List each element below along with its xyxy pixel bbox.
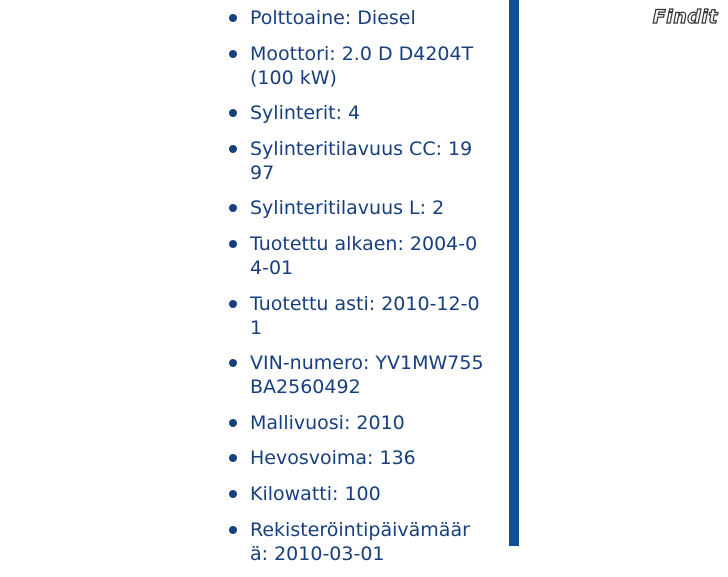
spec-item: Sylinteritilavuus CC: 1997 xyxy=(222,137,484,185)
spec-item: VIN-numero: YV1MW755BA2560492 xyxy=(222,351,484,399)
spec-item: Moottori: 2.0 D D4204T (100 kW) xyxy=(222,42,484,90)
spec-item: Sylinteritilavuus L: 2 xyxy=(222,196,484,220)
spec-item: Kilowatti: 100 xyxy=(222,482,484,506)
divider-bar xyxy=(509,0,519,546)
spec-item: Mallivuosi: 2010 xyxy=(222,411,484,435)
spec-item: Rekisteröintipäivämäärä: 2010-03-01 xyxy=(222,518,484,566)
spec-item: Hevosvoima: 136 xyxy=(222,446,484,470)
spec-item: Sylinterit: 4 xyxy=(222,101,484,125)
spec-item: Tuotettu alkaen: 2004-04-01 xyxy=(222,232,484,280)
spec-item: Polttoaine: Diesel xyxy=(222,6,484,30)
page: Polttoaine: Diesel Moottori: 2.0 D D4204T… xyxy=(229,0,719,565)
logo[interactable]: Findit xyxy=(652,5,718,28)
spec-list: Polttoaine: Diesel Moottori: 2.0 D D4204T… xyxy=(222,6,484,577)
spec-item: Tuotettu asti: 2010-12-01 xyxy=(222,292,484,340)
